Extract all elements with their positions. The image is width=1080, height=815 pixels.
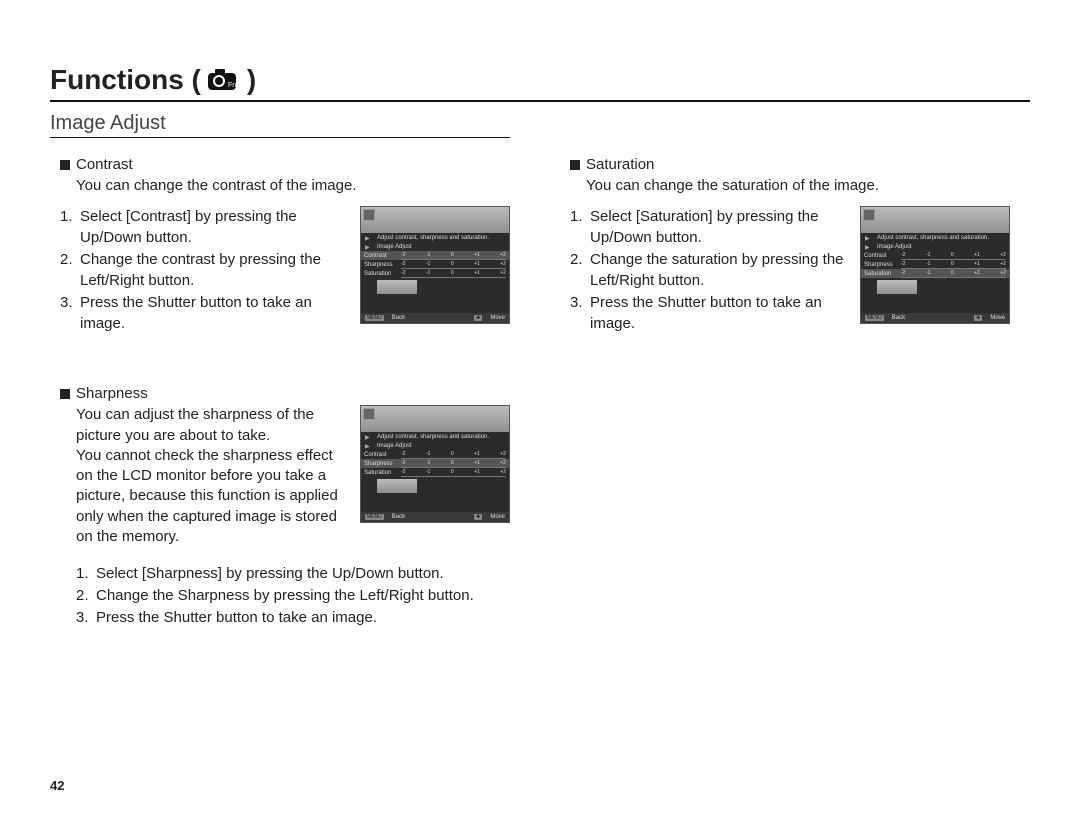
contrast-lcd-screenshot: Adjust contrast, sharpness and saturatio… (360, 206, 510, 324)
saturation-step-3: Press the Shutter button to take an imag… (590, 292, 850, 334)
lcd-menu: Image Adjust (861, 242, 1009, 251)
left-column: Contrast You can change the contrast of … (50, 156, 520, 658)
lcd-row-sharpness: Sharpness (364, 461, 398, 467)
saturation-step-1: Select [Saturation] by pressing the Up/D… (590, 206, 850, 248)
contrast-step-3: Press the Shutter button to take an imag… (80, 292, 350, 334)
section-subtitle: Image Adjust (50, 112, 510, 138)
lcd-menu: Image Adjust (361, 441, 509, 450)
manual-page: Functions ( Fn ) Image Adjust Contrast Y… (0, 0, 1080, 815)
page-title: Functions ( (50, 64, 201, 96)
page-title-close: ) (247, 64, 256, 96)
saturation-step-2: Change the saturation by pressing the Le… (590, 249, 850, 291)
lcd-row-contrast: Contrast (364, 452, 398, 458)
lcd-row-contrast: Contrast (364, 253, 398, 259)
lcd-row-contrast: Contrast (864, 253, 898, 259)
lcd-tip: Adjust contrast, sharpness and saturatio… (361, 432, 509, 441)
sharpness-block: Sharpness You can adjust the sharpness o… (50, 385, 520, 628)
sharpness-step-3: Press the Shutter button to take an imag… (96, 607, 377, 628)
lcd-move: Move (990, 315, 1005, 321)
sharpness-step-2: Change the Sharpness by pressing the Lef… (96, 585, 474, 606)
bullet-icon (60, 160, 70, 170)
lcd-back: Back (892, 315, 905, 321)
svg-text:Fn: Fn (228, 82, 236, 89)
lcd-row-saturation: Saturation (864, 271, 898, 277)
lcd-tip: Adjust contrast, sharpness and saturatio… (361, 233, 509, 242)
contrast-step-2: Change the contrast by pressing the Left… (80, 249, 350, 291)
contrast-steps: 1.Select [Contrast] by pressing the Up/D… (60, 206, 350, 335)
bullet-icon (60, 389, 70, 399)
sharpness-intro: You can adjust the sharpness of the pict… (76, 405, 350, 547)
contrast-intro: You can change the contrast of the image… (76, 176, 520, 196)
lcd-move: Move (490, 514, 505, 520)
contrast-block: Contrast You can change the contrast of … (50, 156, 520, 335)
saturation-block: Saturation You can change the saturation… (560, 156, 1030, 335)
saturation-intro: You can change the saturation of the ima… (586, 176, 1030, 196)
lcd-back: Back (392, 514, 405, 520)
lcd-row-saturation: Saturation (364, 271, 398, 277)
saturation-lcd-screenshot: Adjust contrast, sharpness and saturatio… (860, 206, 1010, 324)
saturation-steps: 1.Select [Saturation] by pressing the Up… (570, 206, 850, 335)
lcd-row-sharpness: Sharpness (864, 262, 898, 268)
sharpness-steps: 1.Select [Sharpness] by pressing the Up/… (76, 563, 520, 628)
sharpness-step-1: Select [Sharpness] by pressing the Up/Do… (96, 563, 444, 584)
lcd-move: Move (490, 315, 505, 321)
contrast-step-1: Select [Contrast] by pressing the Up/Dow… (80, 206, 350, 248)
lcd-menu: Image Adjust (361, 242, 509, 251)
lcd-row-sharpness: Sharpness (364, 262, 398, 268)
sharpness-heading: Sharpness (76, 385, 148, 402)
page-title-row: Functions ( Fn ) (50, 64, 1030, 102)
camera-fn-icon: Fn (207, 68, 241, 92)
lcd-row-saturation: Saturation (364, 470, 398, 476)
lcd-back: Back (392, 315, 405, 321)
sharpness-lcd-screenshot: Adjust contrast, sharpness and saturatio… (360, 405, 510, 523)
contrast-heading: Contrast (76, 156, 133, 173)
page-number: 42 (50, 778, 64, 793)
right-column: Saturation You can change the saturation… (560, 156, 1030, 658)
lcd-tip: Adjust contrast, sharpness and saturatio… (861, 233, 1009, 242)
bullet-icon (570, 160, 580, 170)
saturation-heading: Saturation (586, 156, 654, 173)
